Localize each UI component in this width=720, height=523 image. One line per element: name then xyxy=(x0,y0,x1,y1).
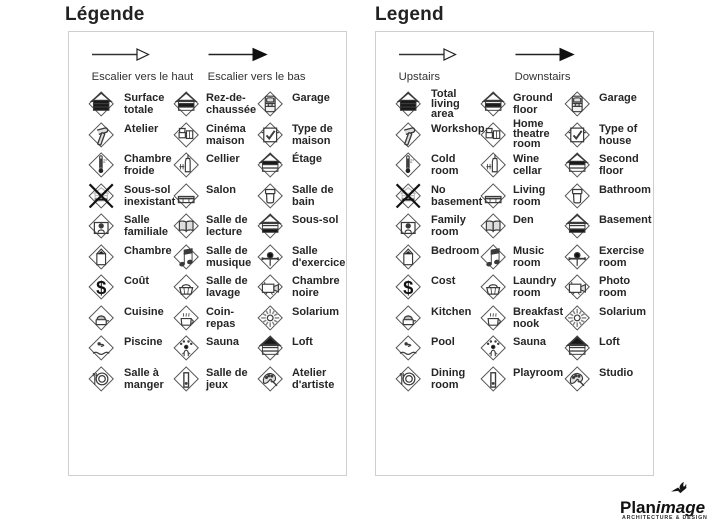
svg-text:$: $ xyxy=(96,278,106,299)
svg-text:$: $ xyxy=(403,278,413,299)
svg-text:2°: 2° xyxy=(410,159,415,165)
svg-text:2°: 2° xyxy=(103,159,108,165)
